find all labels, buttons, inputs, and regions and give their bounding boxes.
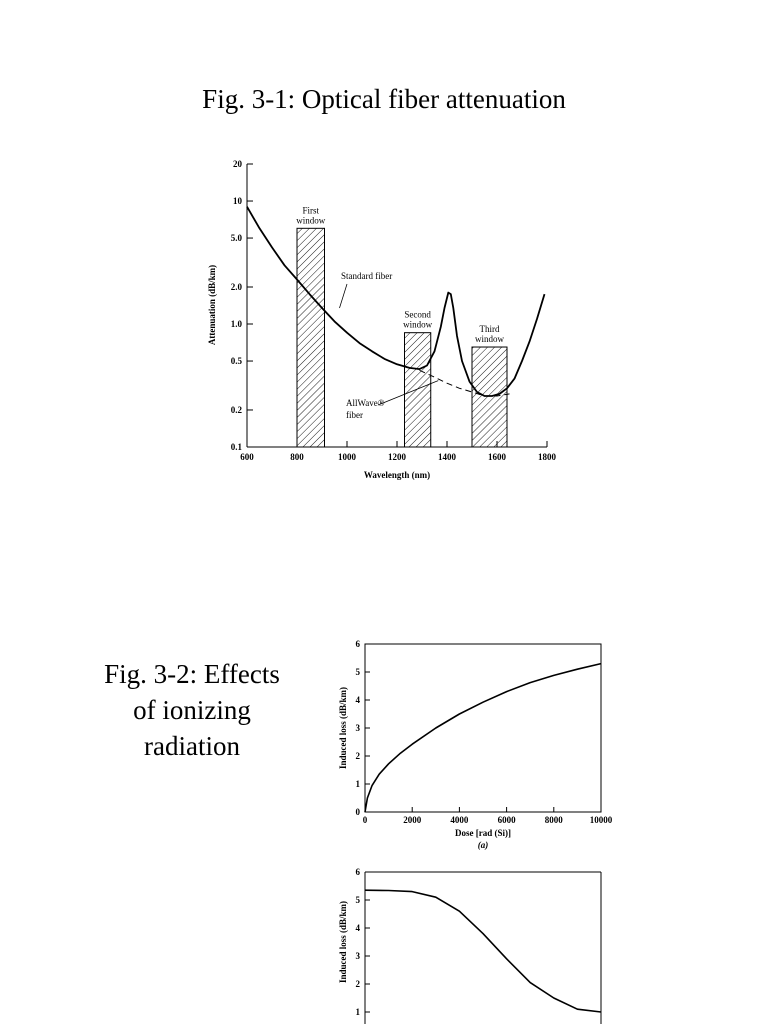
x-tick-label: 10000	[590, 815, 613, 825]
annotation-standard-fiber-pointer	[339, 283, 348, 309]
x-tick-label: 800	[290, 452, 304, 462]
x-axis-label: Dose [rad (Si)]	[455, 828, 511, 838]
fig2-title: Fig. 3-2: Effects of ionizing radiation	[80, 656, 304, 764]
y-tick-label: 0	[356, 807, 361, 817]
y-axis-label: Attenuation (dB/km)	[207, 265, 217, 345]
recovery-chart: 1 2 3 4 5 6 Induced loss (dB/km)	[338, 867, 602, 1024]
x-tick-label: 1600	[488, 452, 507, 462]
plot-frame	[364, 643, 602, 813]
window-2-rect	[404, 332, 432, 448]
window-3-label-1: Third	[480, 324, 500, 334]
y-tick-label: 10	[233, 196, 243, 206]
y-tick-label: 5	[356, 667, 361, 677]
x-tick-label: 1200	[388, 452, 407, 462]
x-tick-label: 600	[240, 452, 254, 462]
annotation-standard-fiber: Standard fiber	[341, 271, 392, 281]
y-tick-label: 20	[233, 159, 243, 169]
window-3-label-2: window	[475, 334, 505, 344]
y-tick-label: 2	[356, 979, 361, 989]
fig2-title-line-2: of ionizing	[133, 695, 251, 725]
window-1-rect	[296, 227, 325, 448]
y-axis-label: Induced loss (dB/km)	[338, 901, 348, 983]
x-tick-label: 0	[363, 815, 368, 825]
y-tick-label: 6	[356, 867, 361, 877]
y-tick-label: 1	[356, 1007, 361, 1017]
y-tick-label: 4	[356, 923, 361, 933]
annotation-allwave-line-1: AllWave®	[346, 398, 385, 408]
x-tick-label: 6000	[498, 815, 517, 825]
y-axis-label: Induced loss (dB/km)	[338, 687, 348, 769]
y-tick-label: 1.0	[231, 319, 243, 329]
induced-loss-line	[364, 662, 602, 813]
y-tick-label: 0.5	[231, 356, 243, 366]
x-tick-label: 1000	[338, 452, 357, 462]
recovery-line	[364, 889, 602, 1013]
y-tick-label: 5.0	[231, 233, 243, 243]
y-tick-label: 3	[356, 723, 361, 733]
window-1-label-1: First	[302, 205, 319, 215]
fig2-title-line-1: Fig. 3-2: Effects	[104, 659, 280, 689]
y-tick-label: 2.0	[231, 282, 243, 292]
x-tick-label: 8000	[545, 815, 564, 825]
y-tick-label: 1	[356, 779, 361, 789]
x-tick-label: 4000	[450, 815, 469, 825]
window-3-rect	[471, 346, 508, 448]
y-tick-label: 0.1	[231, 442, 243, 452]
dose-chart: 0 1 2 3 4 5 6 0 2000 4000 6000 8000 10000 Dose [rad (…	[338, 639, 613, 850]
y-tick-label: 4	[356, 695, 361, 705]
x-tick-label: 2000	[403, 815, 422, 825]
y-tick-label: 2	[356, 751, 361, 761]
fig1-title: Fig. 3-1: Optical fiber attenuation	[202, 84, 566, 114]
annotation-allwave-line-2: fiber	[346, 410, 363, 420]
x-axis-label: Wavelength (nm)	[364, 470, 430, 480]
standard-fiber-line	[246, 206, 546, 397]
sublabel: (a)	[478, 840, 489, 850]
y-tick-label: 0.2	[231, 405, 243, 415]
fig2-title-line-3: radiation	[144, 731, 240, 761]
window-2-label-1: Second	[404, 310, 431, 320]
annotation-allwave-pointer	[377, 380, 439, 406]
x-tick-label: 1400	[438, 452, 457, 462]
window-1-label-2: window	[296, 215, 326, 225]
window-2-label-2: window	[403, 320, 433, 330]
y-tick-label: 3	[356, 951, 361, 961]
y-tick-label: 6	[356, 639, 361, 649]
allwave-fiber-line	[419, 369, 510, 397]
x-tick-label: 1800	[538, 452, 557, 462]
y-tick-label: 5	[356, 895, 361, 905]
